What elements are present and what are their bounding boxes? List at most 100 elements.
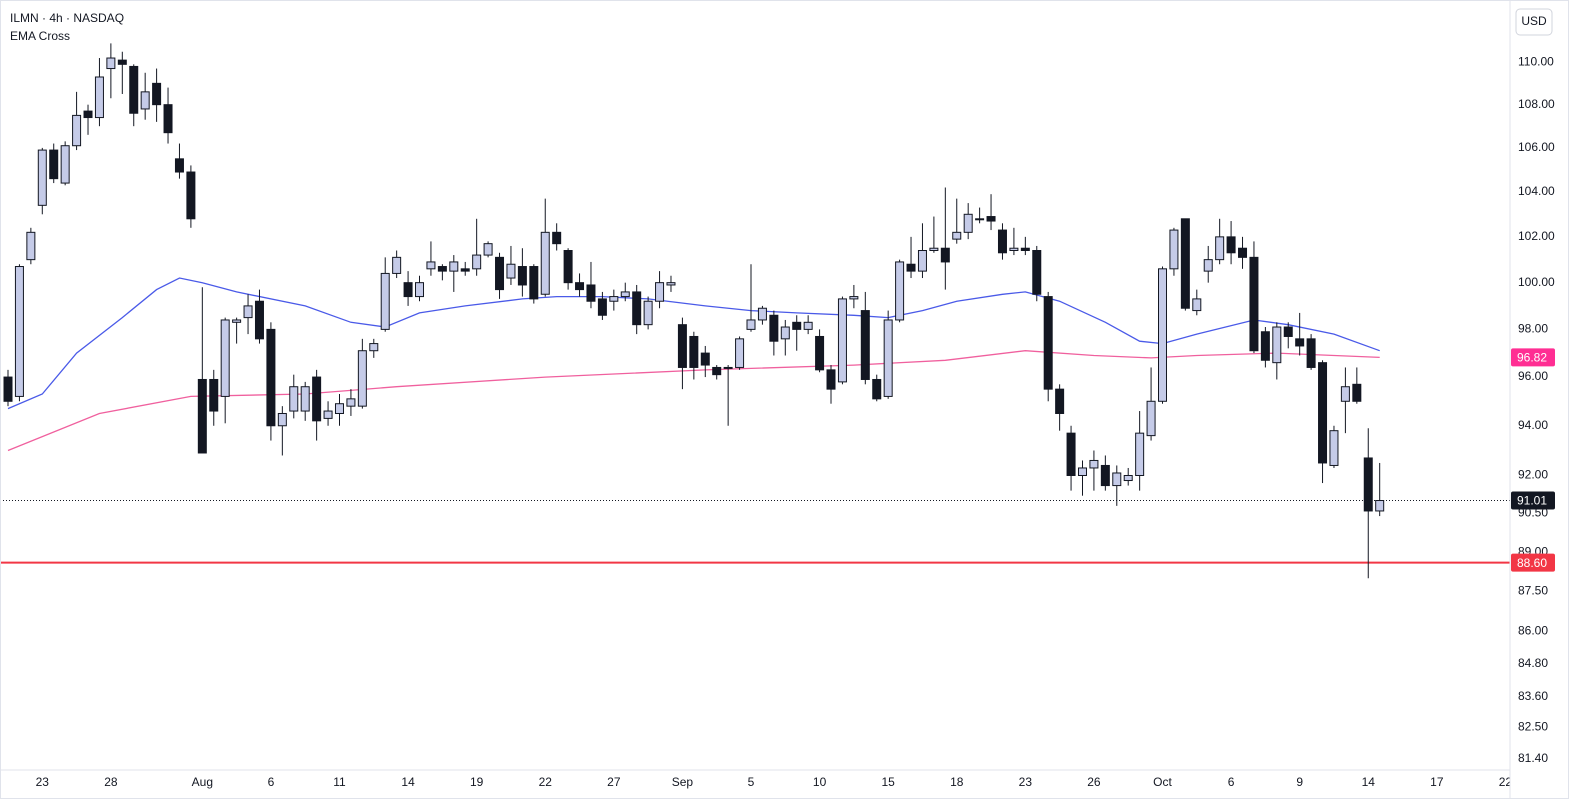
candle-body — [780, 326, 790, 340]
candle-body — [1066, 432, 1076, 476]
candle-body — [1055, 388, 1065, 414]
candle-body — [575, 282, 585, 291]
candle-body — [1283, 326, 1293, 337]
candle-body — [140, 91, 150, 110]
x-tick-label: 18 — [950, 775, 964, 789]
x-tick-label: 6 — [1228, 775, 1235, 789]
candle-body — [883, 319, 893, 397]
candle-body — [712, 366, 722, 376]
candle-body — [232, 319, 242, 323]
x-tick-label: Sep — [672, 775, 694, 789]
price-tag — [1511, 491, 1555, 510]
candle-body — [952, 231, 962, 240]
candle-body — [1226, 236, 1236, 254]
y-tick-label: 110.00 — [1518, 54, 1554, 68]
x-tick-label: 6 — [268, 775, 275, 789]
candle-body — [426, 261, 436, 270]
candle-body — [803, 321, 813, 330]
x-tick-label: 10 — [813, 775, 827, 789]
candle-body — [174, 158, 184, 173]
candle-body — [1009, 247, 1019, 252]
y-tick-label: 94.00 — [1518, 418, 1548, 432]
candle-body — [1180, 218, 1190, 309]
currency-button[interactable] — [1515, 8, 1553, 36]
candle-body — [895, 261, 905, 321]
candle-body — [586, 284, 596, 302]
candle-body — [289, 386, 299, 412]
candle-body — [735, 338, 745, 368]
candle-body — [506, 263, 516, 279]
candle-body — [83, 110, 93, 119]
ema-line — [7, 277, 1380, 410]
candle-body — [1306, 338, 1316, 368]
x-tick-label: Aug — [192, 775, 213, 789]
candle-body — [72, 114, 82, 147]
candle-body — [540, 231, 550, 295]
candle-body — [3, 376, 13, 402]
candle-body — [769, 314, 779, 342]
candle-body — [346, 398, 356, 407]
candle-body — [94, 76, 104, 119]
candle-body — [860, 310, 870, 380]
candle-body — [60, 145, 70, 184]
x-tick-label: 23 — [36, 775, 50, 789]
candle-body — [1272, 326, 1282, 364]
candle-body — [849, 296, 859, 300]
candle-body — [632, 291, 642, 326]
indicator-name: EMA Cross — [10, 29, 70, 43]
y-tick-label: 82.50 — [1518, 720, 1548, 734]
x-tick-label: 22 — [539, 775, 553, 789]
candle-body — [757, 307, 767, 321]
price-axis: USD 110.00 108.00 106.00 104.00 102.00 100.00… — [1509, 0, 1569, 799]
candle-body — [323, 410, 333, 419]
candle-body — [563, 250, 573, 284]
candle-body — [415, 282, 425, 298]
candle-body — [106, 57, 116, 70]
y-tick-label: 104.00 — [1518, 184, 1555, 198]
candle-body — [312, 376, 322, 422]
x-tick-label: 17 — [1430, 775, 1444, 789]
candle-body — [529, 266, 539, 300]
candle-body — [277, 412, 287, 427]
candle-body — [1363, 457, 1373, 512]
candle-body — [197, 378, 207, 454]
candle-body — [483, 243, 493, 256]
candle-body — [1318, 362, 1328, 464]
y-tick-label: 83.60 — [1518, 689, 1548, 703]
candle-body — [792, 321, 802, 330]
candle-body — [117, 59, 127, 65]
x-tick-label: 27 — [607, 775, 621, 789]
price-tag — [1511, 348, 1555, 367]
price-tag — [1511, 553, 1555, 572]
candle-body — [963, 213, 973, 233]
candle-body — [186, 171, 196, 220]
x-tick-label: 9 — [1296, 775, 1303, 789]
candle-body — [1295, 338, 1305, 347]
candle-body — [906, 263, 916, 272]
y-tick-label: 96.00 — [1518, 369, 1548, 383]
candle-body — [437, 266, 447, 272]
candle-body — [975, 218, 985, 221]
currency[interactable]: USD — [1521, 14, 1547, 28]
x-tick-label: 11 — [333, 775, 346, 789]
candle-body — [14, 266, 24, 397]
axis-background — [1510, 0, 1569, 799]
y-tick-label: 102.00 — [1518, 229, 1555, 243]
candle-body — [163, 104, 173, 134]
candle-body — [1112, 472, 1122, 487]
candle-body — [1043, 296, 1053, 390]
candle-body — [1123, 474, 1133, 482]
candle-body — [872, 378, 882, 400]
candle-body — [1158, 268, 1168, 402]
x-tick-label: 19 — [470, 775, 484, 789]
candle-body — [689, 335, 699, 368]
candle-body — [300, 386, 310, 412]
candle-body — [152, 82, 162, 106]
candle-body — [1260, 331, 1270, 361]
x-tick-label: 28 — [104, 775, 118, 789]
candle-body — [1249, 256, 1259, 352]
candle-body — [26, 231, 36, 261]
plot-area: 23 28 Aug 6 11 14 19 22 27 Sep 5 10 15 18 23 26 Oct 6 9 14 1… — [0, 43, 1512, 789]
candle-body — [403, 282, 413, 298]
